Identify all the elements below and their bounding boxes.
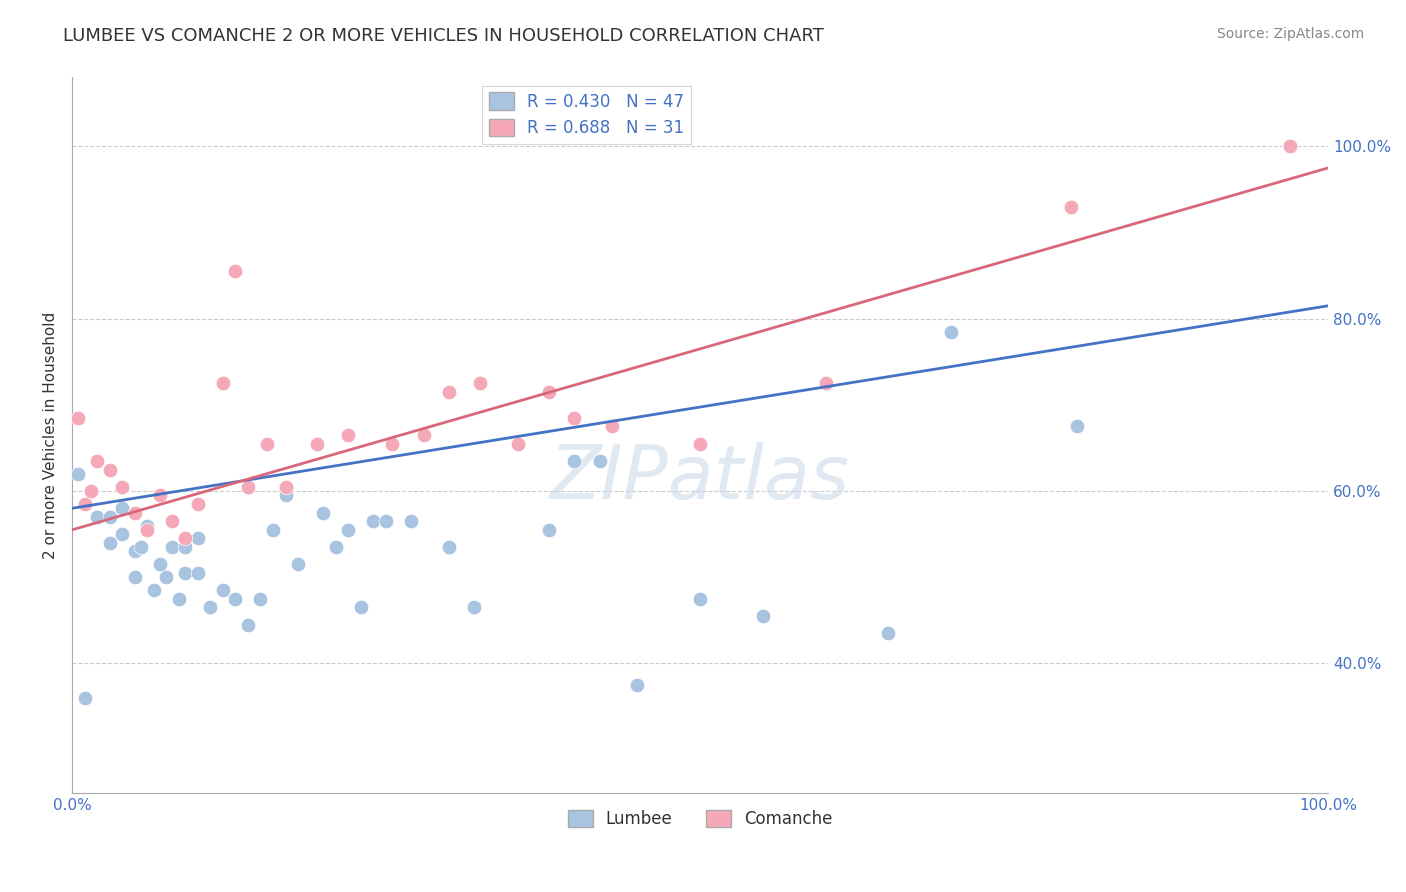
Point (262, 523, 284, 537)
Point (689, 436, 711, 450)
Point (564, 410, 586, 425)
Point (198, 600, 221, 615)
Point (142, 583, 165, 598)
Point (412, 428, 434, 442)
Point (136, 518, 159, 533)
Text: Source: ZipAtlas.com: Source: ZipAtlas.com (1216, 27, 1364, 41)
Point (86, 509, 108, 524)
Point (162, 540, 184, 554)
Point (600, 419, 623, 434)
Point (236, 617, 259, 632)
Point (470, 376, 492, 391)
Y-axis label: 2 or more Vehicles in Household: 2 or more Vehicles in Household (44, 311, 58, 558)
Point (312, 506, 335, 520)
Point (111, 501, 134, 516)
Point (752, 609, 775, 624)
Point (350, 600, 373, 615)
Point (124, 570, 146, 584)
Point (588, 454, 610, 468)
Point (67, 467, 90, 481)
Point (249, 591, 271, 606)
Point (287, 558, 309, 572)
Point (124, 506, 146, 520)
Point (111, 480, 134, 494)
Point (337, 428, 360, 442)
Point (626, 678, 648, 692)
Point (211, 583, 233, 598)
Point (224, 591, 246, 606)
Point (136, 523, 159, 537)
Point (1279, 139, 1302, 153)
Point (399, 514, 422, 528)
Point (174, 540, 197, 554)
Point (538, 523, 561, 537)
Point (98, 462, 121, 476)
Point (98, 509, 121, 524)
Point (1279, 139, 1302, 153)
Point (124, 544, 146, 558)
Point (73, 690, 96, 705)
Text: LUMBEE VS COMANCHE 2 OR MORE VEHICLES IN HOUSEHOLD CORRELATION CHART: LUMBEE VS COMANCHE 2 OR MORE VEHICLES IN… (63, 27, 824, 45)
Point (224, 264, 246, 278)
Point (337, 523, 360, 537)
Point (375, 514, 398, 528)
Point (187, 566, 209, 580)
Point (877, 626, 900, 640)
Point (814, 376, 837, 391)
Point (155, 570, 177, 584)
Point (437, 384, 460, 399)
Legend: Lumbee, Comanche: Lumbee, Comanche (561, 803, 839, 834)
Point (564, 454, 586, 468)
Point (1066, 419, 1088, 434)
Point (437, 540, 460, 554)
Point (174, 566, 197, 580)
Point (941, 325, 963, 339)
Point (381, 436, 404, 450)
Point (111, 527, 134, 541)
Point (274, 480, 297, 494)
Point (274, 488, 297, 502)
Point (305, 436, 328, 450)
Point (73, 497, 96, 511)
Point (80, 484, 103, 499)
Point (256, 436, 278, 450)
Point (363, 514, 385, 528)
Point (129, 540, 152, 554)
Point (174, 532, 197, 546)
Point (167, 591, 190, 606)
Point (86, 454, 108, 468)
Point (67, 410, 90, 425)
Text: ZIPatlas: ZIPatlas (550, 442, 851, 514)
Point (149, 488, 172, 502)
Point (689, 591, 711, 606)
Point (187, 532, 209, 546)
Point (506, 436, 529, 450)
Point (538, 384, 561, 399)
Point (463, 600, 485, 615)
Point (211, 376, 233, 391)
Point (1059, 200, 1081, 214)
Point (236, 480, 259, 494)
Point (162, 514, 184, 528)
Point (187, 497, 209, 511)
Point (98, 535, 121, 549)
Point (325, 540, 347, 554)
Point (149, 558, 172, 572)
